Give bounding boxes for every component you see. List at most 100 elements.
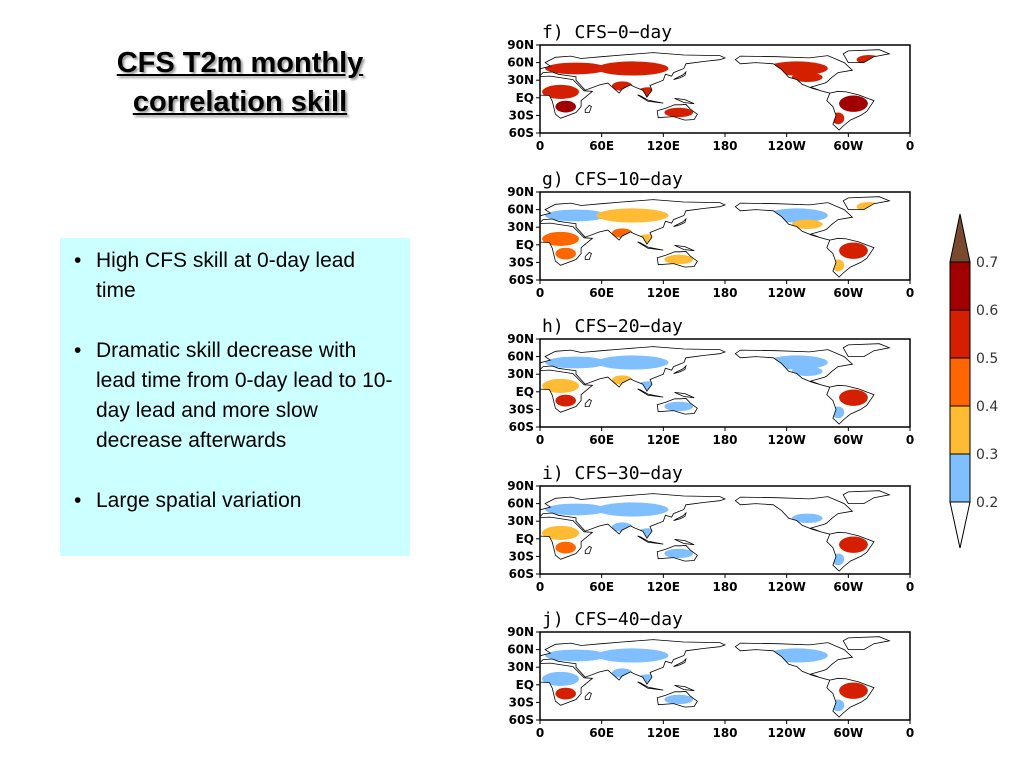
lon-tick-label: 120W [768,433,806,447]
lat-tick-label: 90N [507,38,534,52]
slide-title: CFS T2m monthly correlation skill [70,44,410,122]
coastline [673,657,687,667]
colorbar-level-label: 0.5 [976,351,998,367]
lon-tick-label: 0 [536,433,544,447]
panel-label: f) CFS−0−day [542,22,672,43]
skill-shading [839,682,868,699]
lon-tick-label: 120W [768,580,806,594]
lon-tick-label: 120W [768,139,806,153]
lon-tick-label: 0 [906,580,914,594]
skill-shading [542,525,580,540]
coastline [637,94,664,104]
coastline [673,364,687,374]
coastline [734,349,854,388]
skill-shading [596,355,669,370]
coastline [674,539,695,546]
coastline [734,642,854,681]
lat-tick-label: 60S [509,420,534,434]
lat-tick-label: 60N [507,350,534,364]
lat-tick-label: 60N [507,643,534,657]
colorbar-segment [949,405,971,455]
bullet-list: • High CFS skill at 0-day lead time • Dram… [74,246,396,516]
skill-shading [664,694,694,705]
colorbar-segment [949,357,971,407]
map-background [540,339,910,427]
skill-shading [555,541,576,554]
coastline [584,251,592,260]
colorbar-level-label: 0.6 [976,303,998,319]
coastline [842,49,891,63]
coastline [674,98,695,105]
coastline [673,511,687,521]
lon-tick-label: 60W [833,286,863,300]
map-background [540,45,910,133]
lat-tick-label: 90N [507,625,534,639]
map-background [540,486,910,574]
lon-tick-label: 180 [712,433,737,447]
coastline [540,662,594,706]
lon-tick-label: 60E [589,726,614,740]
lat-tick-label: EQ [516,385,534,399]
skill-shading [664,548,694,559]
skill-shading [545,356,607,369]
lon-tick-label: 60E [589,139,614,153]
skill-shading [555,247,576,260]
skill-shading [839,536,868,553]
coastline [734,496,854,535]
panel-label: g) CFS−10−day [542,169,683,190]
coastline [540,516,594,560]
skill-shading [791,72,823,82]
lon-tick-label: 0 [906,433,914,447]
skill-shading [791,219,823,229]
lat-tick-label: 60S [509,273,534,287]
coastline [674,392,695,399]
bullet-item: • High CFS skill at 0-day lead time [74,246,396,306]
coastline [842,490,891,504]
map-panel: g) CFS−10−day 90N 60N 30N EQ 30S 60S 0 60E 120E 18… [500,165,920,301]
coastline [584,398,592,407]
coastline [584,545,592,554]
lon-tick-label: 180 [712,580,737,594]
skill-shading [596,648,669,663]
lat-tick-label: 30N [507,367,534,381]
colorbar-segment [949,453,971,503]
bullet-item: • Dramatic skill decrease with lead time … [74,336,396,456]
map-panel: h) CFS−20−day 90N 60N 30N EQ 30S 60S 0 60E 120E 18… [500,312,920,448]
map-panel: j) CFS−40−day 90N 60N 30N EQ 30S 60S 0 60E 120E 18… [500,605,920,741]
lat-tick-label: 60N [507,56,534,70]
lon-tick-label: 0 [906,286,914,300]
skill-shading [664,254,694,265]
skill-shading [555,687,576,700]
lon-tick-label: 60W [833,139,863,153]
lon-tick-label: 120E [647,580,680,594]
lat-tick-label: 30N [507,514,534,528]
lat-tick-label: 30S [509,695,534,709]
coastline [540,369,594,413]
lon-tick-label: 120E [647,433,680,447]
lat-tick-label: 60S [509,567,534,581]
lon-tick-label: 60W [833,726,863,740]
bullet-dot: • [74,249,82,272]
colorbar-bottom-arrow [949,501,971,549]
skill-shading [664,107,694,118]
colorbar-level-label: 0.3 [976,447,998,463]
skill-shading [545,503,607,516]
lat-tick-label: EQ [516,532,534,546]
coastline [540,75,594,119]
lat-tick-label: EQ [516,678,534,692]
colorbar-segment [949,261,971,311]
coastline [826,237,875,278]
lon-tick-label: 60W [833,433,863,447]
lat-tick-label: 30N [507,73,534,87]
coastline [540,52,727,98]
map-panel: f) CFS−0−day 90N 60N 30N EQ 30S 60S 0 60E 120E 180… [500,18,920,154]
lat-tick-label: 90N [507,479,534,493]
lon-tick-label: 120E [647,286,680,300]
skill-shading [664,401,694,412]
coastline [584,691,592,700]
